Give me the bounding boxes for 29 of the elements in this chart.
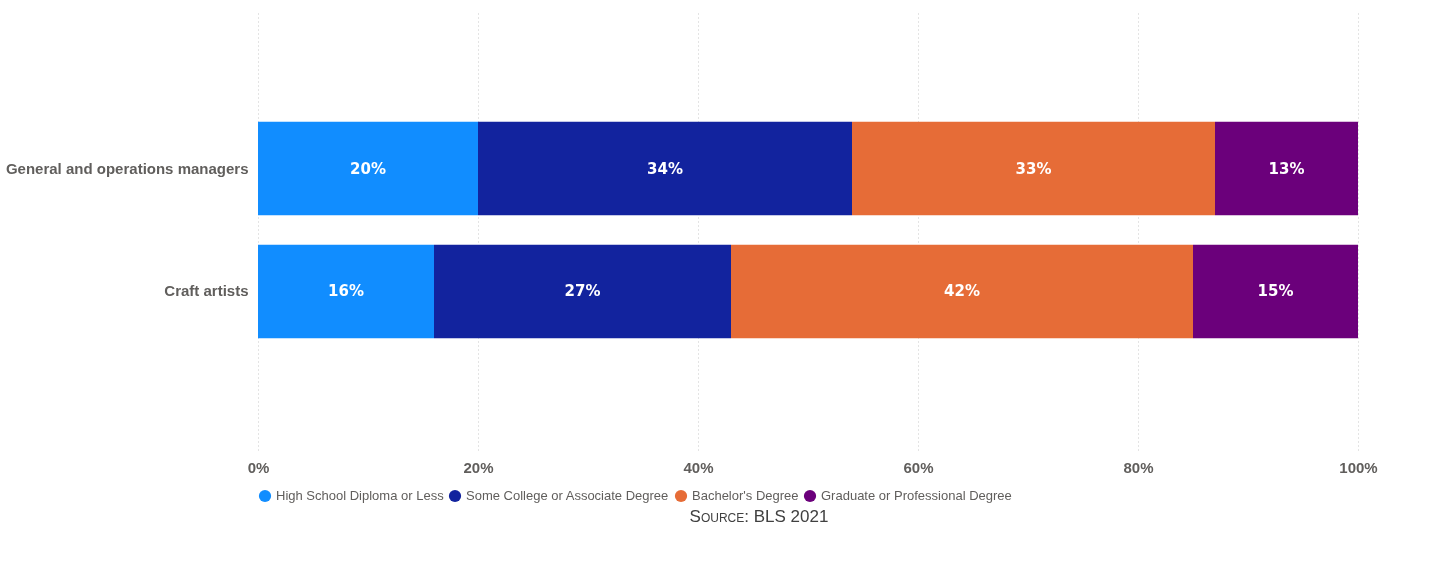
bar (852, 121, 1215, 216)
bar (1215, 121, 1358, 216)
x-tick-label: 20% (463, 458, 494, 476)
data-label: 34% (647, 159, 683, 178)
x-tick-label: 80% (1123, 458, 1154, 476)
data-label: 13% (1268, 159, 1305, 178)
x-tick-label: 100% (1339, 458, 1378, 476)
x-tick-label: 40% (683, 458, 714, 476)
bar (434, 244, 731, 339)
bar (258, 121, 478, 216)
bar (258, 244, 434, 339)
legend-label: Bachelor's Degree (692, 488, 799, 503)
data-label: 33% (1015, 159, 1052, 178)
legend-label: High School Diploma or Less (276, 488, 445, 503)
data-label: 20% (350, 159, 386, 178)
data-label: 16% (328, 282, 364, 301)
data-label: 27% (564, 282, 601, 301)
x-tick-label: 0% (247, 458, 270, 476)
y-tick-label: General and operations managers (5, 159, 249, 177)
source-note: Source: BLS 2021 (688, 507, 830, 527)
data-label: 15% (1257, 282, 1294, 301)
bar (731, 244, 1193, 339)
bar (1193, 244, 1358, 339)
legend-label: Some College or Associate Degree (466, 488, 669, 503)
y-tick-label: Craft artists (164, 282, 249, 300)
legend-label: Graduate or Professional Degree (821, 488, 1012, 503)
data-label: 42% (944, 282, 980, 301)
x-tick-label: 60% (903, 458, 934, 476)
bar (478, 121, 852, 216)
